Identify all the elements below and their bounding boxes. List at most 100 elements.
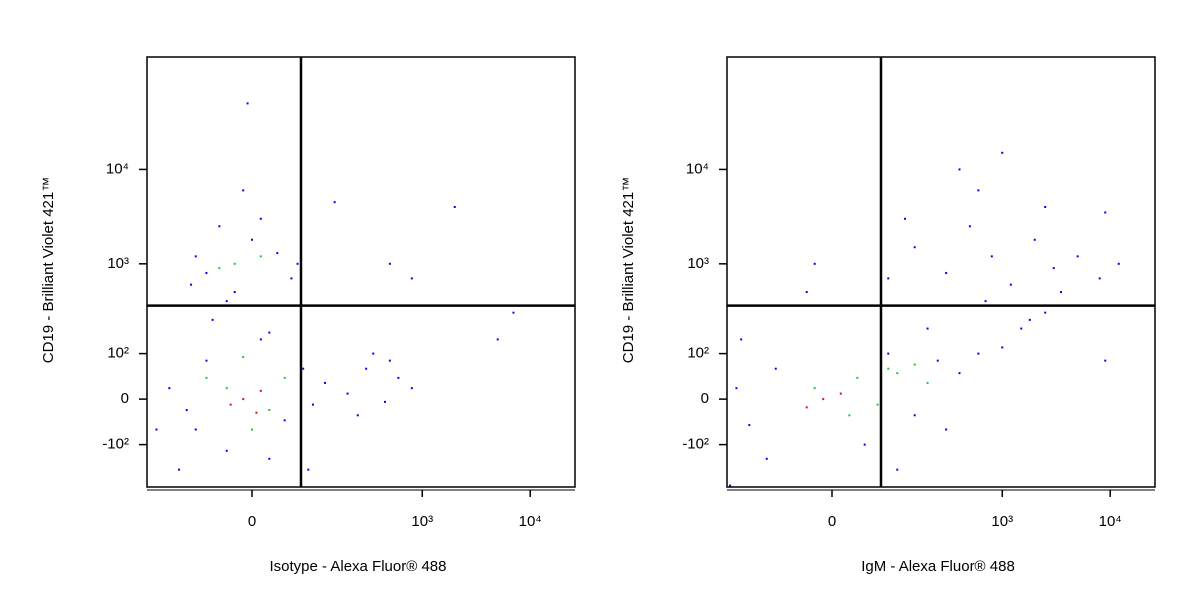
event-dot (311, 403, 314, 406)
y-tick-label: 0 (701, 390, 709, 407)
event-dot (242, 189, 245, 192)
event-dot (765, 457, 768, 460)
event-dot (1117, 262, 1120, 265)
plot-frame (146, 56, 576, 488)
event-dot (225, 387, 228, 390)
event-dot (194, 428, 197, 431)
event-dot (926, 381, 929, 384)
y-tick-label: -10² (102, 436, 129, 453)
y-tick-label: 0 (121, 390, 129, 407)
event-dot (977, 352, 980, 355)
event-dot (968, 225, 971, 228)
event-dot (863, 443, 866, 446)
event-dot (388, 262, 391, 265)
event-dot (748, 424, 751, 427)
event-dot (876, 403, 879, 406)
event-dot (296, 262, 299, 265)
event-dot (307, 468, 310, 471)
event-dot (1001, 346, 1004, 349)
y-tick-label: -10² (682, 436, 709, 453)
event-dot (259, 338, 262, 341)
event-dot (813, 262, 816, 265)
event-dot (1052, 267, 1055, 270)
x-tick-label: 10³ (411, 513, 433, 530)
event-dot (255, 411, 258, 414)
event-dot (913, 414, 916, 417)
event-dot (1028, 318, 1031, 321)
event-dot (896, 372, 899, 375)
event-dot (205, 271, 208, 274)
event-dot (218, 267, 221, 270)
x-tick-label: 10⁴ (519, 513, 542, 530)
event-dot (211, 318, 214, 321)
y-axis-title: CD19 - Brilliant Violet 421™ (620, 177, 637, 363)
event-dot (512, 311, 515, 314)
event-dot (896, 468, 899, 471)
event-dot (887, 352, 890, 355)
event-dot (1059, 291, 1062, 294)
event-dot (168, 387, 171, 390)
event-dot (246, 102, 249, 105)
event-dot (740, 338, 743, 341)
x-tick-label: 10³ (991, 513, 1013, 530)
event-dot (977, 189, 980, 192)
x-axis-title: Isotype - Alexa Fluor® 488 (270, 558, 447, 575)
event-dot (990, 255, 993, 258)
event-dot (190, 283, 193, 286)
y-tick-label: 10³ (687, 255, 709, 272)
event-dot (958, 372, 961, 375)
event-dot (453, 206, 456, 209)
event-dot (1001, 151, 1004, 154)
event-dot (346, 392, 349, 395)
event-dot (155, 428, 158, 431)
event-dot (1009, 283, 1012, 286)
event-dot (410, 387, 413, 390)
event-dot (276, 252, 279, 255)
event-dot (178, 468, 181, 471)
event-dot (848, 414, 851, 417)
event-dot (251, 428, 254, 431)
event-dot (774, 367, 777, 370)
event-dot (397, 376, 400, 379)
event-dot (1076, 255, 1079, 258)
x-tick-label: 0 (828, 513, 836, 530)
event-dot (822, 398, 825, 401)
event-dot (410, 277, 413, 280)
event-dot (388, 359, 391, 362)
event-dot (805, 291, 808, 294)
event-dot (1098, 277, 1101, 280)
event-dot (242, 398, 245, 401)
event-dot (958, 168, 961, 171)
y-tick-label: 10⁴ (106, 160, 129, 177)
y-tick-label: 10⁴ (686, 160, 709, 177)
event-dot (268, 409, 271, 412)
event-dot (1044, 311, 1047, 314)
event-dot (302, 367, 305, 370)
event-dot (323, 381, 326, 384)
event-dot (194, 255, 197, 258)
event-dot (735, 387, 738, 390)
event-dot (259, 255, 262, 258)
event-dot (887, 367, 890, 370)
event-dot (839, 392, 842, 395)
event-dot (290, 277, 293, 280)
event-dot (268, 457, 271, 460)
event-dot (259, 217, 262, 220)
event-dot (903, 217, 906, 220)
event-dot (333, 201, 336, 204)
event-dot (936, 359, 939, 362)
event-dot (372, 352, 375, 355)
event-dot (205, 359, 208, 362)
event-dot (356, 414, 359, 417)
x-axis-title: IgM - Alexa Fluor® 488 (861, 558, 1015, 575)
event-dot (1033, 238, 1036, 241)
event-dot (225, 449, 228, 452)
event-dot (729, 484, 732, 487)
event-dot (856, 376, 859, 379)
y-tick-label: 10² (107, 345, 129, 362)
event-dot (365, 367, 368, 370)
event-dot (984, 300, 987, 303)
event-dot (926, 327, 929, 330)
event-dot (945, 271, 948, 274)
